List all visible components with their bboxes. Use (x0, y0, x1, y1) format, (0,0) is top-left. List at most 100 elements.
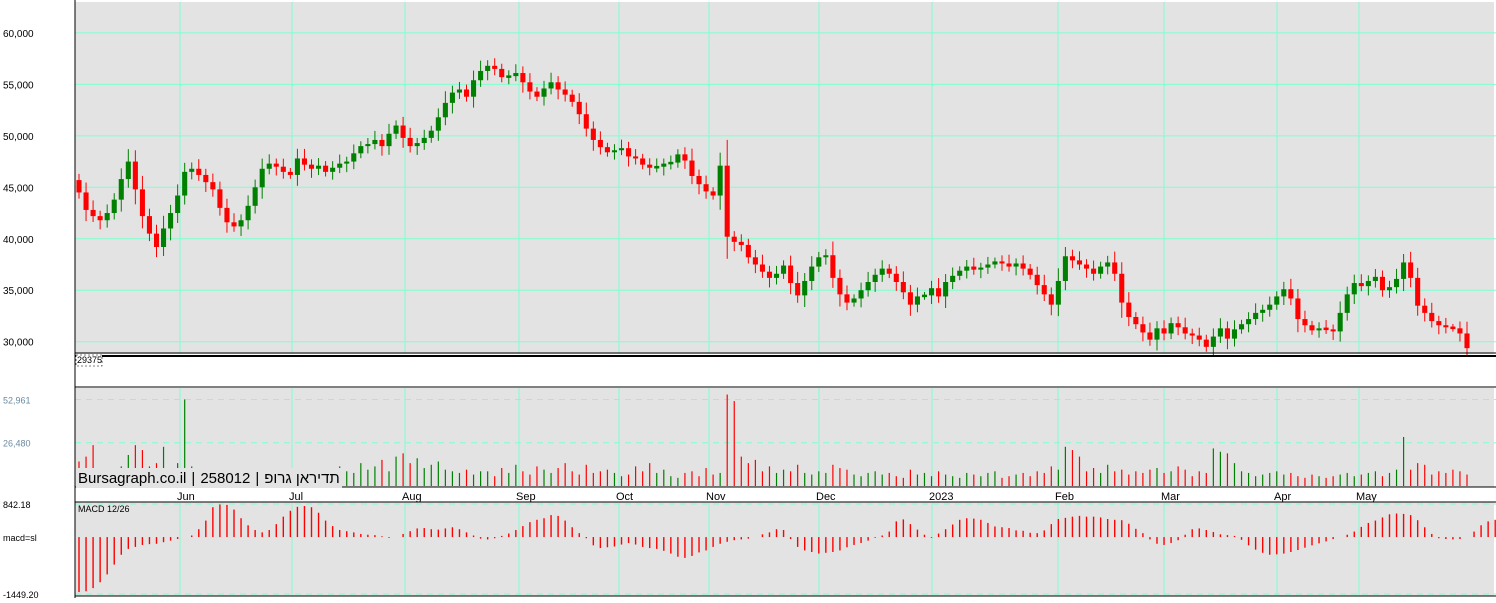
candle-body (111, 199, 117, 214)
candle-body (125, 161, 131, 180)
candle-body (499, 68, 505, 78)
candle-body (485, 65, 491, 71)
x-month-label: Mar (1161, 491, 1180, 503)
candle-body (463, 89, 470, 97)
candle-body (1034, 274, 1040, 286)
candle-body (696, 175, 702, 185)
macd-title: MACD 12/26 (78, 504, 130, 514)
macd-histogram (78, 504, 1496, 593)
candle-body (569, 94, 575, 102)
candle-body (583, 114, 589, 129)
candle-body (1231, 329, 1238, 339)
volume-tick-label: 52,961 (3, 395, 31, 405)
macd-tick-label: macd=sl (3, 533, 37, 543)
candle-body (217, 189, 223, 208)
candle-body (210, 182, 216, 190)
x-month-label: Feb (1055, 491, 1074, 503)
candle-body (766, 271, 773, 278)
volume-bars (78, 394, 1468, 486)
candle-body (337, 163, 343, 168)
candle-body (823, 255, 829, 258)
candle-body (1302, 319, 1308, 326)
candle-body (654, 165, 660, 169)
candle-body (809, 266, 815, 281)
candle-body (400, 125, 406, 138)
candle-body (1161, 328, 1167, 334)
candle-body (788, 265, 794, 284)
candle-body (548, 82, 554, 89)
x-month-label: Jun (177, 491, 195, 503)
candle-body (231, 222, 237, 227)
brand-site: Bursagraph.co.il (78, 469, 187, 487)
candle-body (872, 274, 878, 282)
candle-body (675, 154, 681, 163)
candle-body (576, 101, 582, 115)
candle-body (1422, 305, 1428, 313)
candle-body (1133, 317, 1139, 325)
macd-panel (75, 502, 1494, 596)
candle-body (640, 158, 646, 165)
candle-body (414, 143, 420, 147)
y-tick-label: 40,000 (3, 235, 34, 246)
candle-body (957, 270, 963, 276)
candle-body (153, 233, 160, 247)
candle-body (182, 171, 188, 196)
candle-body (1105, 262, 1111, 267)
candle-body (1295, 298, 1301, 320)
candle-body (506, 75, 512, 78)
candle-body (365, 144, 371, 147)
candle-body (1394, 278, 1400, 288)
price-candles (76, 58, 1470, 357)
candle-body (858, 290, 864, 299)
candle-body (1217, 328, 1223, 337)
candle-body (1175, 323, 1181, 328)
candle-body (1196, 335, 1202, 340)
candle-body (900, 282, 906, 293)
candle-body (731, 236, 737, 242)
candle-body (1267, 304, 1273, 310)
candle-body (421, 137, 427, 144)
candle-body (1020, 263, 1026, 269)
candle-body (1450, 326, 1456, 330)
candle-body (203, 174, 209, 183)
candle-body (999, 261, 1005, 264)
y-tick-label: 55,000 (3, 80, 34, 91)
candle-body (175, 195, 181, 214)
y-tick-label: 45,000 (3, 183, 34, 194)
candle-body (985, 264, 991, 268)
candle-body (1154, 328, 1160, 340)
candle-body (689, 160, 695, 176)
candle-body (668, 161, 674, 165)
candle-body (294, 158, 300, 175)
candle-body (907, 292, 913, 305)
candle-body (1436, 321, 1442, 326)
candle-body (76, 180, 82, 193)
candle-body (618, 148, 625, 151)
candle-body (943, 282, 949, 297)
candle-body (1365, 280, 1371, 287)
candle-body (1323, 327, 1329, 331)
macd-tick-label: 842.18 (3, 500, 31, 510)
candle-body (978, 267, 984, 270)
candle-body (661, 163, 667, 167)
candle-body (604, 147, 610, 153)
candle-body (1246, 319, 1252, 325)
candle-body (717, 165, 723, 196)
grid-lines (75, 2, 1496, 595)
y-tick-label: 30,000 (3, 338, 34, 349)
candle-body (1168, 323, 1174, 334)
candle-body (633, 156, 639, 159)
candle-body (795, 283, 801, 296)
candle-body (1048, 294, 1054, 305)
candle-body (266, 163, 272, 169)
candle-body (1260, 309, 1266, 313)
candle-body (245, 205, 251, 221)
candle-body (950, 275, 956, 282)
candle-body (1041, 285, 1047, 295)
candle-body (238, 220, 244, 227)
candle-body (851, 298, 857, 303)
last-price-label: 29375 (77, 355, 102, 365)
candle-body (752, 257, 758, 265)
candle-body (344, 161, 350, 164)
axis-labels: Jun Jul Aug Sep Oct Nov Dec 2023 Feb Mar Apr May 60,… (3, 29, 1377, 600)
